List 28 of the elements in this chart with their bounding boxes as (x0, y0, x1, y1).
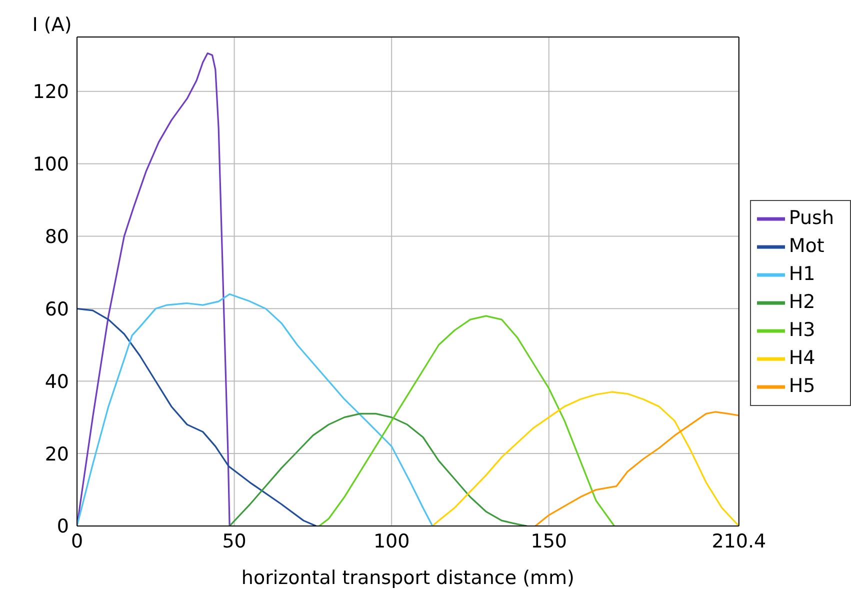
line-series (77, 308, 317, 526)
x-tick-label: 50 (222, 530, 246, 552)
y-axis-title: I (A) (32, 14, 72, 36)
y-tick-label: 80 (44, 226, 69, 248)
line-series (77, 293, 434, 526)
y-tick-label: 40 (44, 370, 69, 393)
y-tick-label: 120 (32, 81, 69, 104)
x-axis-title: horizontal transport distance (mm) (241, 567, 574, 589)
legend-label: Push (788, 207, 834, 230)
legend-label: Mot (788, 235, 824, 258)
y-tick-label: 60 (44, 298, 69, 320)
y-tick-label: 100 (32, 154, 69, 176)
line-series (534, 411, 739, 526)
legend-label: H3 (788, 319, 816, 342)
legend-label: H2 (788, 291, 816, 314)
y-tick-label: 20 (44, 443, 69, 466)
legend-label: H4 (788, 347, 816, 370)
legend-label: H1 (788, 263, 816, 286)
x-tick-label: 0 (70, 530, 84, 552)
x-tick-label: 210.4 (712, 530, 766, 552)
y-tick-label: 0 (56, 516, 69, 538)
line-series (77, 52, 230, 526)
x-tick-label: 100 (373, 530, 410, 552)
line-series (318, 315, 616, 526)
line-series (228, 412, 528, 526)
legend-label: H5 (788, 375, 816, 398)
line-series (432, 391, 739, 526)
x-tick-label: 150 (530, 530, 568, 552)
